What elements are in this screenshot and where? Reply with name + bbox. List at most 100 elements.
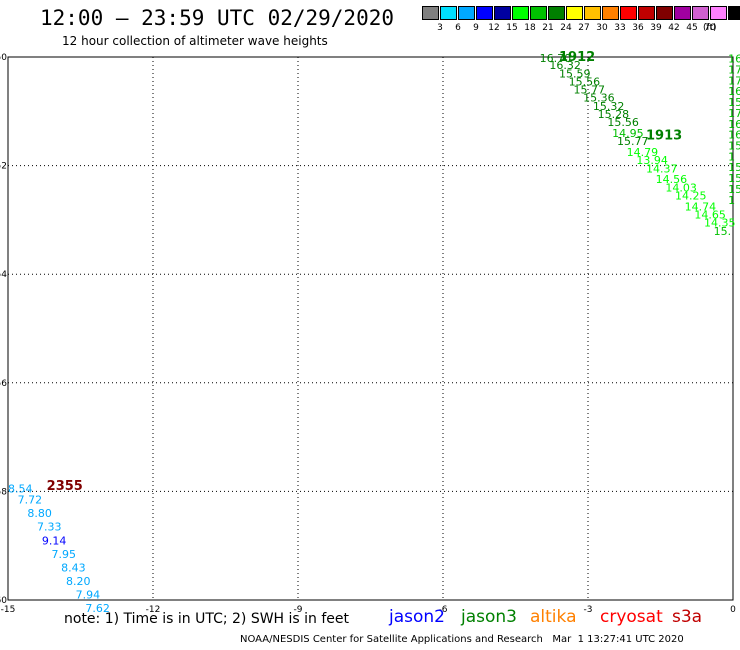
swh-value: 15.59 [559, 67, 591, 80]
lat-tick-label: -60 [0, 596, 7, 606]
legend-label: 42 [668, 23, 680, 33]
swh-value: 14.65 [694, 208, 726, 221]
swh-value: 15.77 [617, 135, 649, 148]
swh-value: 13.94 [636, 154, 668, 167]
lon-tick-label: -12 [146, 605, 161, 615]
legend-label: 27 [578, 23, 590, 33]
swh-value: 15. [714, 225, 732, 238]
legend-swatch [710, 6, 727, 20]
legend-swatches [422, 6, 740, 20]
swh-value: 15.28 [598, 108, 630, 121]
swh-value: 8.43 [61, 561, 86, 574]
lon-tick-label: -3 [584, 605, 593, 615]
swh-value: 16.32 [549, 59, 581, 72]
lat-tick-label: -50 [0, 53, 7, 63]
swh-value: 15 [728, 172, 740, 185]
lat-tick-label: -52 [0, 162, 7, 172]
swh-value: 8.54 [8, 483, 33, 496]
lon-tick-label: -9 [294, 605, 303, 615]
legend-label: 15 [506, 23, 518, 33]
legend-label: 18 [524, 23, 536, 33]
swh-value: 15.2 [728, 96, 740, 109]
swh-value: 15 [728, 161, 740, 174]
legend-swatch [548, 6, 565, 20]
satellite-label-jason3: jason3 [461, 607, 517, 627]
swh-value: 14.56 [656, 173, 688, 186]
satellite-label-cryosat: cryosat [600, 607, 663, 627]
legend-swatch [674, 6, 691, 20]
legend-swatch [584, 6, 601, 20]
legend-swatch [422, 6, 439, 20]
lon-tick-label: -15 [1, 605, 16, 615]
legend-swatch [440, 6, 457, 20]
legend-swatch [566, 6, 583, 20]
swh-value: 15. [728, 140, 740, 153]
legend-label: 45 [686, 23, 698, 33]
swh-value: 17.99 [728, 74, 740, 87]
swh-value: 1 [728, 150, 735, 163]
lat-tick-label: -58 [0, 487, 7, 497]
legend-swatch [728, 6, 740, 20]
swh-value: 17.5 [728, 107, 740, 120]
satellite-label-jason2: jason2 [389, 607, 445, 627]
legend-label: 9 [473, 23, 479, 33]
lat-tick-label: -54 [0, 270, 7, 280]
swh-value: 15.56 [569, 75, 601, 88]
legend-label: 30 [596, 23, 608, 33]
legend-swatch [620, 6, 637, 20]
swh-value: 16.70 [540, 52, 572, 65]
legend-unit: (ft) [703, 23, 717, 33]
legend-swatch [656, 6, 673, 20]
legend-label: 3 [437, 23, 443, 33]
chart-title: 12:00 – 23:59 UTC 02/29/2020 [40, 6, 395, 30]
swh-value: 14.35 [704, 217, 736, 230]
map-frame [7, 56, 734, 601]
legend-label: 24 [560, 23, 572, 33]
legend-label: 21 [542, 23, 554, 33]
legend-label: 33 [614, 23, 626, 33]
pass-time-label: 1913 [646, 129, 682, 144]
swh-value: 8.80 [27, 507, 52, 520]
legend-swatch [692, 6, 709, 20]
legend-swatch [638, 6, 655, 20]
swh-value: 7.95 [52, 548, 77, 561]
satellite-label-s3a: s3a [672, 607, 703, 627]
swh-value: 15 [728, 183, 740, 196]
legend-labels: (ft) 3 6 9 12 15 18 21 24 27 30 33 36 39 42 45 70 [422, 20, 740, 34]
legend-swatch [602, 6, 619, 20]
swh-value: 15.56 [607, 116, 639, 129]
lon-tick-label: 0 [730, 605, 736, 615]
swh-value: 14.74 [685, 200, 717, 213]
footer-credit: NOAA/NESDIS Center for Satellite Applica… [240, 634, 684, 645]
swh-value: 9.14 [42, 534, 66, 547]
swh-value: 16.30 [728, 53, 740, 66]
lat-tick-label: -56 [0, 379, 7, 389]
legend-label: 70 [704, 23, 716, 33]
swh-value: 15.36 [583, 92, 615, 105]
swh-value: 16.2 [728, 118, 740, 131]
legend-label: 39 [650, 23, 662, 33]
satellite-label-altika: altika [530, 607, 577, 627]
swh-value: 17.40 [728, 63, 740, 76]
swh-value: 7.62 [85, 602, 110, 615]
swh-value: 7.94 [76, 589, 101, 602]
legend-swatch [458, 6, 475, 20]
color-legend: (ft) 3 6 9 12 15 18 21 24 27 30 33 36 39 42 45 70 [422, 6, 740, 34]
swh-value: 14.37 [646, 162, 678, 175]
note-text: note: 1) Time is in UTC; 2) SWH is in fe… [64, 611, 350, 627]
pass-time-label: 1912 [559, 50, 595, 65]
swh-value: 14.25 [675, 189, 707, 202]
legend-swatch [476, 6, 493, 20]
swh-value: 16.85 [728, 85, 740, 98]
pass-time-label: 2355 [47, 479, 83, 494]
lon-tick-label: -6 [439, 605, 448, 615]
swh-value: 8.20 [66, 575, 91, 588]
legend-swatch [494, 6, 511, 20]
legend-swatch [530, 6, 547, 20]
swh-value: 15.77 [574, 84, 606, 97]
legend-label: 36 [632, 23, 644, 33]
swh-value: 14.95 [612, 127, 644, 140]
legend-label: 6 [455, 23, 461, 33]
swh-value: 1 [728, 194, 735, 207]
